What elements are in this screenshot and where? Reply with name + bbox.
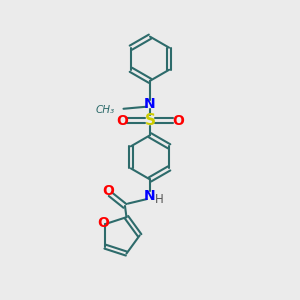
Text: O: O	[172, 114, 184, 128]
Text: H: H	[155, 193, 164, 206]
Text: N: N	[144, 98, 156, 111]
Text: O: O	[116, 114, 128, 128]
Text: CH₃: CH₃	[95, 105, 115, 115]
Text: O: O	[97, 216, 109, 230]
Text: O: O	[102, 184, 114, 198]
Text: S: S	[145, 113, 155, 128]
Text: N: N	[144, 189, 156, 202]
